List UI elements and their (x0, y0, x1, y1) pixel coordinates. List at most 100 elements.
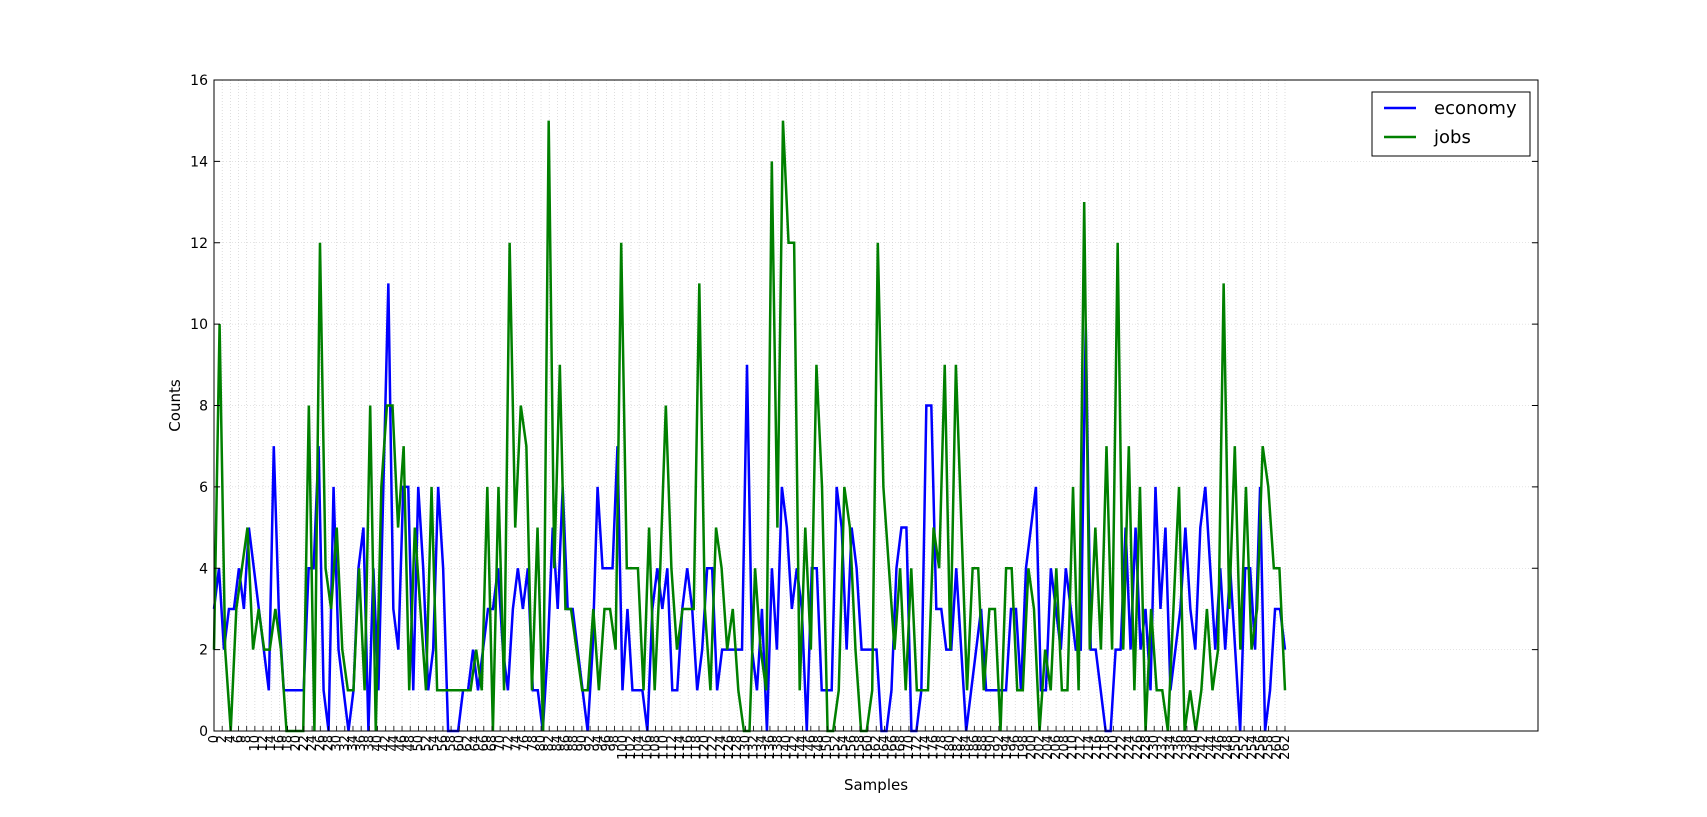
x-tick-label: 194 (1000, 735, 1015, 760)
x-tick-label: 252 (1237, 735, 1252, 760)
x-tick-label: 8 (240, 735, 255, 743)
x-tick-label: 178 (935, 735, 950, 760)
y-tick-label: 14 (190, 154, 208, 170)
x-tick-label: 32 (338, 735, 353, 752)
x-tick-label: 206 (1049, 735, 1064, 760)
x-tick-label: 244 (1204, 735, 1219, 760)
x-tick-label: 128 (730, 735, 745, 760)
x-tick-label: 94 (591, 735, 606, 752)
x-tick-label: 200 (1025, 735, 1040, 760)
x-tick-label: 186 (967, 735, 982, 760)
x-tick-label: 168 (894, 735, 909, 760)
x-tick-label: 58 (444, 735, 459, 752)
x-tick-label: 208 (1057, 735, 1072, 760)
x-tick-label: 124 (714, 735, 729, 760)
x-tick-label: 214 (1082, 735, 1097, 760)
x-tick-label: 138 (771, 735, 786, 760)
x-tick-label: 26 (313, 735, 328, 752)
x-tick-label: 188 (976, 735, 991, 760)
x-tick-label: 96 (599, 735, 614, 752)
x-tick-label: 118 (689, 735, 704, 760)
x-tick-label: 24 (305, 735, 320, 752)
x-tick-label: 78 (526, 735, 541, 752)
x-tick-label: 232 (1155, 735, 1170, 760)
x-tick-label: 172 (910, 735, 925, 760)
x-tick-label: 92 (583, 735, 598, 752)
x-tick-label: 84 (550, 735, 565, 752)
x-tick-label: 122 (706, 735, 721, 760)
x-tick-label: 18 (281, 735, 296, 752)
grid (213, 79, 1538, 732)
x-tick-label: 204 (1041, 735, 1056, 760)
x-tick-label: 44 (387, 735, 402, 752)
x-tick-label: 66 (477, 735, 492, 752)
x-tick-label: 6 (232, 735, 247, 743)
x-tick-label: 132 (747, 735, 762, 760)
x-tick-label: 248 (1221, 735, 1236, 760)
x-tick-label: 54 (428, 735, 443, 752)
x-tick-label: 230 (1147, 735, 1162, 760)
x-tick-label: 42 (379, 735, 394, 752)
x-tick-label: 64 (469, 735, 484, 752)
x-tick-label: 222 (1114, 735, 1129, 760)
legend-label-jobs: jobs (1433, 127, 1471, 148)
legend-box (1371, 91, 1531, 157)
x-tick-label: 108 (648, 735, 663, 760)
x-tick-label: 258 (1262, 735, 1277, 760)
x-tick-label: 176 (926, 735, 941, 760)
y-tick-label: 16 (190, 73, 208, 89)
x-tick-label: 50 (411, 735, 426, 752)
x-tick-label: 34 (346, 735, 361, 752)
x-tick-label: 144 (796, 735, 811, 760)
x-tick-label: 60 (452, 735, 467, 752)
x-tick-label: 162 (869, 735, 884, 760)
x-tick-label: 160 (861, 735, 876, 760)
x-tick-label: 46 (395, 735, 410, 752)
x-tick-label: 196 (1008, 735, 1023, 760)
x-tick-label: 40 (371, 735, 386, 752)
x-tick-label: 146 (804, 735, 819, 760)
x-tick-label: 30 (330, 735, 345, 752)
x-tick-label: 10 (248, 735, 263, 752)
x-tick-label: 238 (1180, 735, 1195, 760)
x-tick-label: 110 (657, 735, 672, 760)
x-tick-label: 130 (738, 735, 753, 760)
x-tick-label: 36 (354, 735, 369, 752)
x-tick-label: 198 (1016, 735, 1031, 760)
x-tick-label: 220 (1106, 735, 1121, 760)
x-tick-label: 254 (1245, 735, 1260, 760)
x-tick-label: 156 (845, 735, 860, 760)
x-tick-label: 82 (542, 735, 557, 752)
x-tick-label: 86 (559, 735, 574, 752)
x-tick-label: 216 (1090, 735, 1105, 760)
x-tick-label: 48 (403, 735, 418, 752)
x-tick-label: 170 (902, 735, 917, 760)
x-tick-label: 242 (1196, 735, 1211, 760)
x-tick-label: 158 (853, 735, 868, 760)
y-tick-label: 2 (199, 643, 208, 659)
x-tick-label: 174 (918, 735, 933, 760)
y-tick-label: 4 (199, 561, 208, 577)
x-tick-label: 228 (1139, 735, 1154, 760)
x-tick-label: 98 (608, 735, 623, 752)
x-tick-label: 202 (1033, 735, 1048, 760)
x-tick-label: 148 (812, 735, 827, 760)
x-tick-label: 120 (698, 735, 713, 760)
x-tick-label: 72 (501, 735, 516, 752)
x-tick-label: 142 (787, 735, 802, 760)
x-tick-label: 0 (207, 735, 222, 743)
y-tick-label: 12 (190, 236, 208, 252)
x-tick-label: 116 (681, 735, 696, 760)
x-tick-label: 210 (1065, 735, 1080, 760)
x-tick-label: 28 (321, 735, 336, 752)
x-tick-label: 16 (272, 735, 287, 752)
x-tick-label: 152 (828, 735, 843, 760)
legend-label-economy: economy (1434, 98, 1517, 119)
x-tick-label: 38 (362, 735, 377, 752)
x-tick-label: 212 (1074, 735, 1089, 760)
x-tick-label: 190 (984, 735, 999, 760)
x-tick-label: 22 (297, 735, 312, 752)
